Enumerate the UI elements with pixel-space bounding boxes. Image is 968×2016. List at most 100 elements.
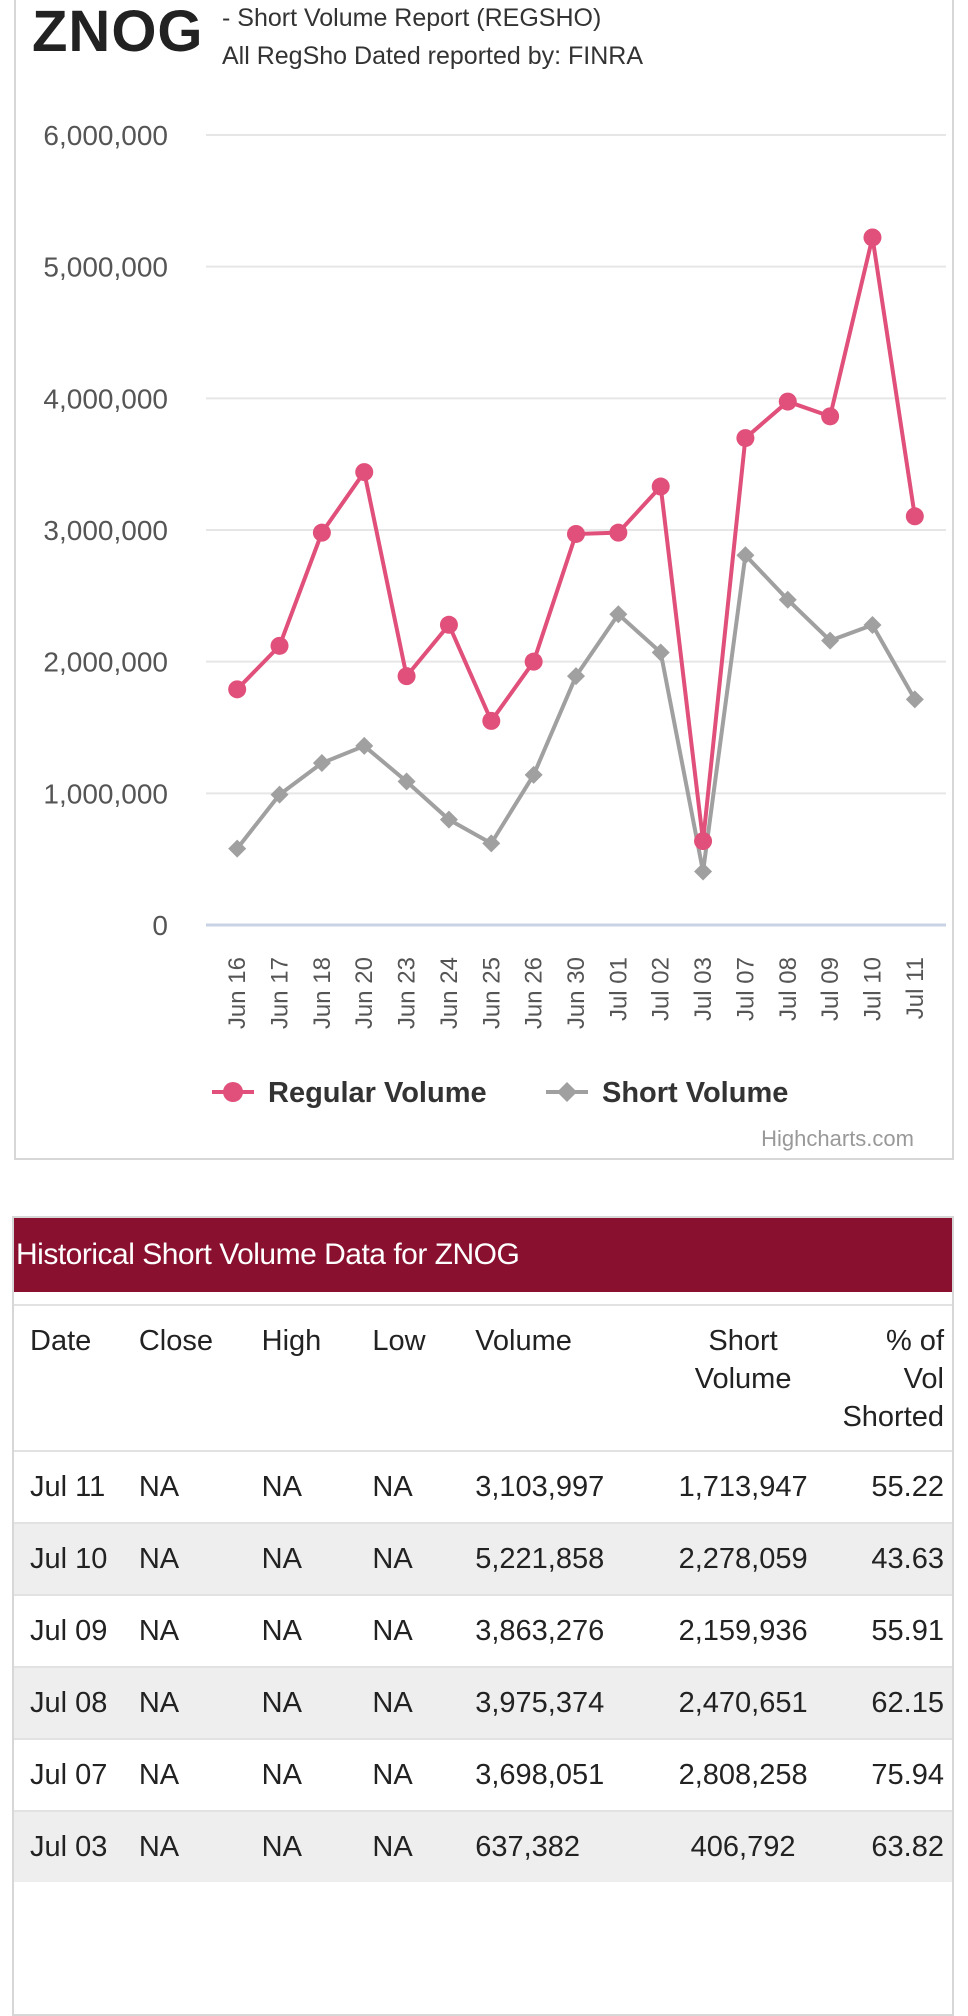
cell-short-volume: 2,808,258 [678, 1759, 808, 1791]
data-point-regular-volume [694, 832, 713, 851]
cell-date: Jul 07 [30, 1759, 108, 1791]
cell-pct-shorted: 62.15 [871, 1687, 944, 1719]
x-tick-label: Jul 09 [817, 957, 844, 1021]
cell-close: NA [138, 1615, 180, 1647]
x-tick-label: Jul 01 [605, 957, 632, 1021]
col-date-header: Date [30, 1325, 92, 1357]
x-tick-label: Jul 10 [859, 957, 886, 1021]
cell-pct-shorted: 55.22 [871, 1471, 944, 1503]
table-row: Jul 09 NA NA NA 3,863,276 2,159,936 55.91 [14, 1595, 952, 1667]
cell-volume: 3,103,997 [475, 1471, 605, 1503]
data-point-regular-volume [821, 407, 840, 426]
data-point-short-volume [355, 736, 374, 755]
legend-short-volume[interactable]: Short Volume [602, 1077, 788, 1109]
data-point-regular-volume [905, 507, 924, 526]
data-point-short-volume [270, 785, 289, 804]
col-volume-header: Volume [475, 1325, 572, 1357]
cell-date: Jul 09 [30, 1615, 108, 1647]
cell-volume: 3,975,374 [475, 1687, 605, 1719]
highcharts-credit[interactable]: Highcharts.com [761, 1126, 914, 1151]
col-pct-shorted-header: % of Vol Shorted [842, 1325, 945, 1433]
data-point-short-volume [228, 839, 247, 858]
cell-low: NA [372, 1615, 413, 1647]
cell-pct-shorted: 75.94 [871, 1759, 944, 1791]
data-point-short-volume [609, 605, 628, 624]
data-point-regular-volume [863, 228, 882, 247]
data-point-short-volume [482, 834, 501, 853]
x-tick-label: Jun 16 [224, 957, 251, 1029]
table-row: Jul 10 NA NA NA 5,221,858 2,278,059 43.63 [14, 1523, 952, 1595]
table-row: Jul 07 NA NA NA 3,698,051 2,808,258 75.94 [14, 1739, 952, 1811]
x-tick-label: Jul 11 [902, 957, 929, 1019]
table-title: Historical Short Volume Data for ZNOG [14, 1218, 952, 1292]
data-point-short-volume [778, 590, 797, 609]
x-tick-label: Jun 18 [309, 957, 336, 1029]
cell-low: NA [372, 1759, 413, 1791]
data-point-regular-volume [651, 477, 670, 496]
data-point-short-volume [694, 862, 713, 881]
data-point-regular-volume [312, 523, 331, 542]
x-tick-label: Jun 30 [563, 957, 590, 1029]
cell-high: NA [261, 1831, 302, 1863]
cell-short-volume: 2,278,059 [678, 1543, 808, 1575]
data-point-short-volume [397, 772, 416, 791]
cell-high: NA [261, 1759, 302, 1791]
data-point-regular-volume [355, 463, 374, 482]
cell-low: NA [372, 1687, 413, 1719]
data-point-regular-volume [609, 523, 628, 542]
data-point-short-volume [821, 631, 840, 650]
cell-close: NA [138, 1759, 180, 1791]
cell-date: Jul 08 [30, 1687, 108, 1719]
data-point-short-volume [524, 765, 543, 784]
cell-short-volume: 1,713,947 [678, 1471, 808, 1503]
cell-low: NA [372, 1831, 413, 1863]
data-point-short-volume [312, 754, 331, 773]
ticker-symbol: ZNOG [32, 0, 204, 64]
legend-regular-volume[interactable]: Regular Volume [268, 1077, 487, 1109]
series-line-short-volume [235, 553, 917, 874]
history-table-card: Historical Short Volume Data for ZNOG Da… [12, 1216, 954, 2016]
x-tick-label: Jul 08 [775, 957, 802, 1021]
x-tick-label: Jul 03 [690, 957, 717, 1021]
data-point-short-volume [439, 810, 458, 829]
table-row: Jul 11 NA NA NA 3,103,997 1,713,947 55.22 [14, 1451, 952, 1523]
data-point-short-volume [905, 690, 924, 709]
y-tick-label: 6,000,000 [43, 120, 168, 151]
cell-close: NA [138, 1831, 180, 1863]
cell-short-volume: 2,470,651 [678, 1687, 808, 1719]
cell-volume: 3,863,276 [475, 1615, 605, 1647]
report-source: All RegSho Dated reported by: FINRA [222, 42, 644, 70]
cell-close: NA [138, 1471, 180, 1503]
cell-volume: 637,382 [475, 1831, 581, 1863]
cell-pct-shorted: 55.91 [871, 1615, 944, 1647]
cell-pct-shorted: 43.63 [871, 1543, 944, 1575]
x-tick-label: Jul 07 [732, 957, 759, 1021]
cell-date: Jul 03 [30, 1831, 108, 1863]
table-row: Jul 08 NA NA NA 3,975,374 2,470,651 62.15 [14, 1667, 952, 1739]
cell-short-volume: 406,792 [690, 1831, 796, 1863]
col-low-header: Low [372, 1325, 426, 1357]
cell-high: NA [261, 1471, 302, 1503]
y-tick-label: 2,000,000 [43, 647, 168, 678]
x-tick-label: Jun 24 [436, 957, 463, 1029]
x-tick-label: Jun 17 [267, 957, 294, 1029]
y-tick-label: 4,000,000 [43, 383, 168, 414]
data-point-short-volume [736, 546, 755, 565]
cell-close: NA [138, 1687, 180, 1719]
x-tick-label: Jun 20 [351, 957, 378, 1029]
y-tick-label: 1,000,000 [43, 778, 168, 809]
cell-close: NA [138, 1543, 180, 1575]
chart-card: 0 1,000,000 2,000,000 3,000,000 4,000,000 5,0… [14, 0, 954, 1160]
legend-circle-icon [223, 1082, 243, 1102]
y-tick-label: 3,000,000 [43, 515, 168, 546]
x-tick-label: Jul 02 [648, 957, 675, 1021]
y-tick-label: 0 [152, 910, 168, 941]
cell-volume: 3,698,051 [475, 1759, 605, 1791]
cell-low: NA [372, 1471, 413, 1503]
cell-date: Jul 11 [30, 1471, 106, 1503]
col-high-header: High [261, 1325, 322, 1357]
y-tick-label: 5,000,000 [43, 252, 168, 283]
col-short-volume-header: Short Volume [694, 1325, 792, 1395]
data-point-regular-volume [567, 524, 585, 543]
x-tick-label: Jun 25 [478, 957, 505, 1029]
